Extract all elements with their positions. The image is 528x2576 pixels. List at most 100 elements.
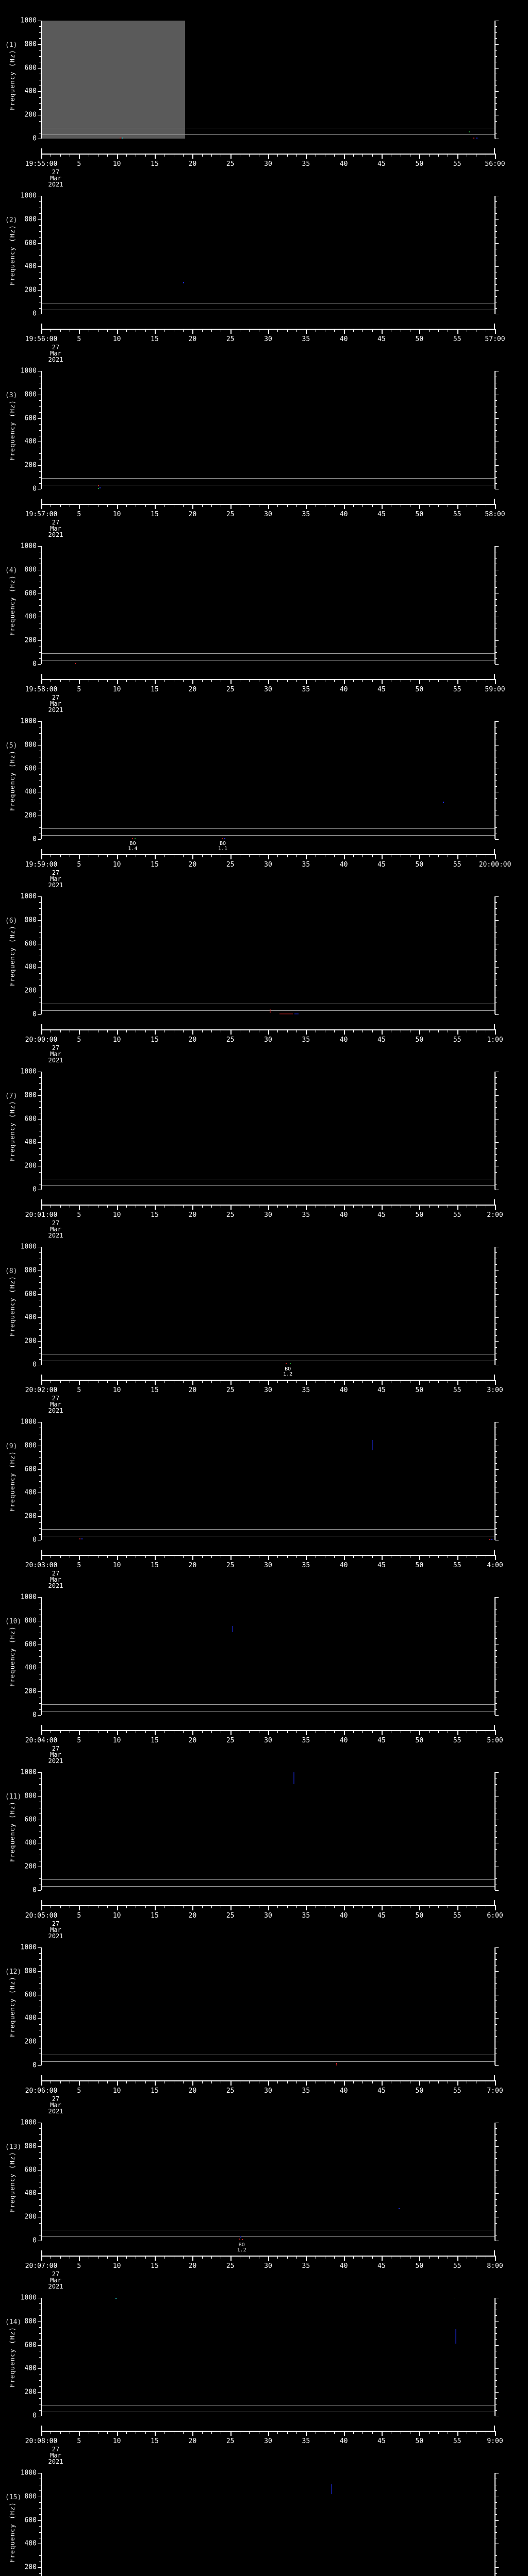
x-axis-cap-left [41,2250,42,2257]
right-axis-tick [495,1288,497,1289]
x-axis-tick [230,1380,232,1385]
x-axis-tick [107,2256,108,2259]
right-axis-tick [495,1317,499,1318]
x-axis-tick-label: 25 [226,511,235,518]
right-axis-tick [495,798,497,799]
x-axis-tick-label: 45 [377,1386,386,1394]
x-axis-tick [79,1029,80,1035]
x-axis-tick [495,1029,496,1035]
plot-area: 0 200 400 600 800 1000 [21,893,499,1018]
x-axis-tick-label: 10 [112,2087,121,2095]
right-axis-tick [495,2036,497,2037]
x-axis-date-stack: 27 Mar 2021 [48,2270,63,2290]
right-axis-tick [495,278,497,279]
x-axis-tick [353,1029,354,1032]
y-axis-tick-label: 800 [24,741,37,749]
x-axis-tick [372,1555,373,1558]
x-axis-tick [117,154,118,159]
x-axis-tick [183,2431,184,2434]
y-axis-tick-label: 200 [24,987,37,995]
y-axis-tick [38,1890,41,1891]
x-axis-tick [268,1029,269,1035]
x-axis-start-label: 19:56:00 [25,335,58,343]
guide-line [41,2236,495,2237]
y-axis-tick [38,2392,41,2393]
x-axis-tick [296,1905,297,1908]
x-axis-tick [287,679,288,682]
x-axis-tick-label: 55 [453,2262,461,2270]
x-axis-tick-label: 15 [151,686,159,693]
y-axis-tick [38,1947,41,1948]
y-axis-tick [39,477,41,478]
x-axis-tick-label: 45 [377,1036,386,1044]
y-axis-tick [39,2327,41,2328]
spectrogram-panel: (6) Frequency (Hz) 0 200 400 600 800 1000 5 10 15 2… [0,885,528,1064]
x-axis-cap-left [41,148,42,155]
x-axis-tick [117,1730,118,1735]
plot-background [41,2473,495,2576]
y-axis-tick [39,255,41,256]
x-axis-tick [117,1905,118,1910]
x-axis-tick-label: 5 [77,1562,81,1569]
x-axis-tick [419,679,421,684]
x-axis-tick-label: 35 [302,1036,310,1044]
y-axis-title: Frequency (Hz) [9,1100,16,1161]
x-axis-tick [230,504,232,509]
x-axis-tick-label: 5 [77,1386,81,1394]
y-axis-tick-label: 0 [32,1711,37,1719]
x-axis-tick [362,1905,364,1908]
x-axis-tick-label: 30 [264,1737,272,1744]
x-axis-cap-right [494,324,495,330]
x-axis-tick [60,2256,61,2259]
right-axis-tick [495,2333,497,2334]
x-axis-tick-label: 5 [77,2437,81,2445]
right-axis-tick [495,56,497,57]
y-axis-tick [39,1522,41,1523]
x-axis-date-stack: 27 Mar 2021 [48,1044,63,1064]
right-axis-tick [495,1709,497,1710]
x-axis-tick [230,154,232,159]
x-axis-tick [211,154,212,157]
y-axis-tick [39,412,41,413]
y-axis-tick-label: 0 [32,1536,37,1544]
x-axis-tick-label: 30 [264,160,272,168]
x-axis-tick [428,1029,430,1032]
x-axis: 5 10 15 20 25 30 35 40 45 50 55 20:05:00 6:00 27 Mar … [25,1900,503,1939]
panel-index-label: (6) [5,917,18,925]
x-axis-tick-label: 20 [188,1036,197,1044]
x-axis-tick [192,1730,194,1735]
x-axis-tick [192,1555,194,1560]
right-axis-tick [495,1475,497,1476]
panel-index-label: (8) [5,1267,18,1275]
y-axis-tick-label: 800 [24,1442,37,1450]
plot-area: 0 200 400 600 800 1000 [21,1594,499,1719]
spectrogram-panel: (1) Frequency (Hz) 0 200 400 600 800 1000 5 10 15 2… [0,9,528,188]
guide-line [41,653,495,654]
y-axis-tick-label: 200 [24,1687,37,1696]
right-axis-tick [495,2327,497,2328]
y-axis-spine [41,1597,42,1715]
x-axis-tick [495,2431,496,2436]
x-axis-tick [382,854,383,859]
right-axis-tick [495,231,497,232]
y-axis-tick [38,2567,41,2568]
right-axis-tick [495,2152,497,2153]
y-axis-tick [39,611,41,612]
x-axis-tick [277,854,278,857]
y-axis-tick [39,1528,41,1529]
x-axis-tick [306,1380,307,1385]
x-axis-tick [428,854,430,857]
y-axis-spine [41,371,42,489]
right-axis-tick [495,896,499,897]
x-axis-tick [343,679,345,684]
x-axis-tick-label: 50 [415,511,424,518]
x-axis-tick-label: 55 [453,1386,461,1394]
x-axis-tick [353,679,354,682]
detection-annotation: BO 1.4 [128,841,138,852]
x-axis-tick [192,1905,194,1910]
x-axis-tick-label: 40 [339,2087,348,2095]
x-axis-tick [495,2256,496,2261]
right-axis-tick [495,1504,497,1505]
trace-mark [98,485,100,486]
y-axis-tick [39,1347,41,1348]
